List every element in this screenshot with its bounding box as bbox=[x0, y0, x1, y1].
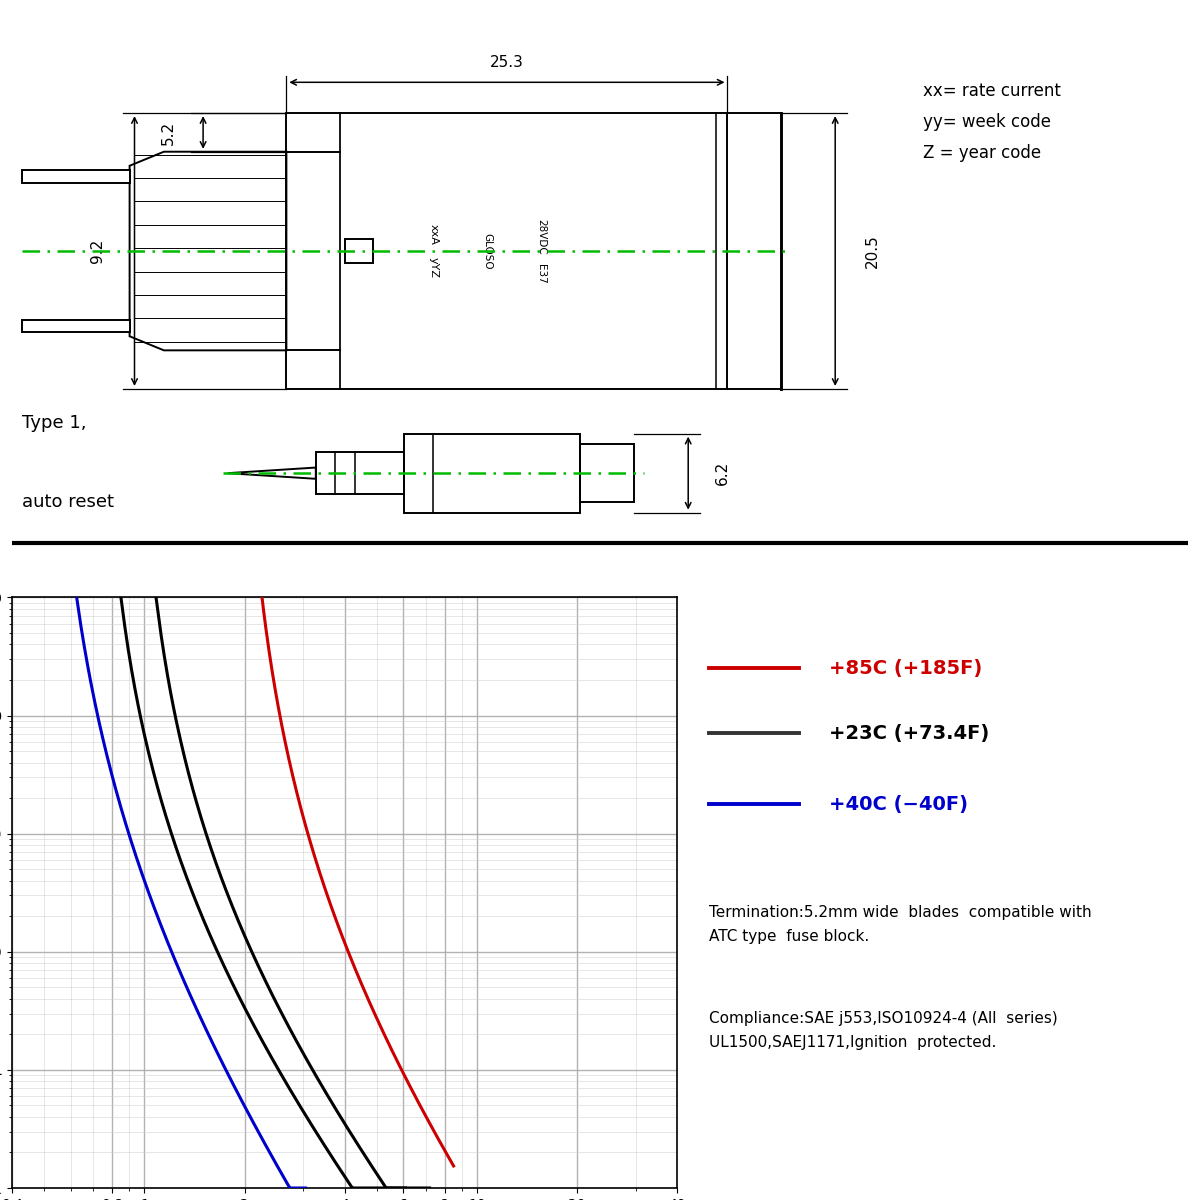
Bar bbox=[404, 434, 581, 512]
Text: +40C (−40F): +40C (−40F) bbox=[829, 794, 967, 814]
Text: GLOSO: GLOSO bbox=[482, 233, 492, 269]
Text: 9.2: 9.2 bbox=[90, 239, 104, 263]
Text: 28VDC: 28VDC bbox=[536, 220, 546, 254]
Bar bbox=[316, 452, 404, 494]
Text: 25.3: 25.3 bbox=[490, 55, 524, 70]
Bar bbox=[22, 170, 130, 182]
Text: Termination:5.2mm wide  blades  compatible with
ATC type  fuse block.: Termination:5.2mm wide blades compatible… bbox=[709, 905, 1092, 944]
Text: xx= rate current: xx= rate current bbox=[924, 83, 1061, 101]
Text: 20.5: 20.5 bbox=[865, 234, 880, 268]
Bar bbox=[287, 113, 727, 389]
Text: +85C (+185F): +85C (+185F) bbox=[829, 659, 982, 678]
Text: xxA: xxA bbox=[428, 223, 438, 245]
Text: E37: E37 bbox=[536, 264, 546, 283]
Text: +23C (+73.4F): +23C (+73.4F) bbox=[829, 724, 989, 743]
Text: 6.2: 6.2 bbox=[715, 461, 730, 485]
Text: yy= week code: yy= week code bbox=[924, 113, 1051, 131]
Text: auto reset: auto reset bbox=[22, 493, 114, 511]
Text: 5.2: 5.2 bbox=[161, 120, 176, 144]
Text: yYZ: yYZ bbox=[428, 257, 438, 278]
Text: Type 1,: Type 1, bbox=[22, 414, 86, 432]
Bar bbox=[581, 444, 635, 503]
Bar bbox=[22, 320, 130, 332]
Bar bbox=[346, 239, 373, 263]
Text: Z = year code: Z = year code bbox=[924, 144, 1042, 162]
Text: Compliance:SAE j553,ISO10924-4 (All  series)
UL1500,SAEJ1171,Ignition  protected: Compliance:SAE j553,ISO10924-4 (All seri… bbox=[709, 1010, 1057, 1050]
